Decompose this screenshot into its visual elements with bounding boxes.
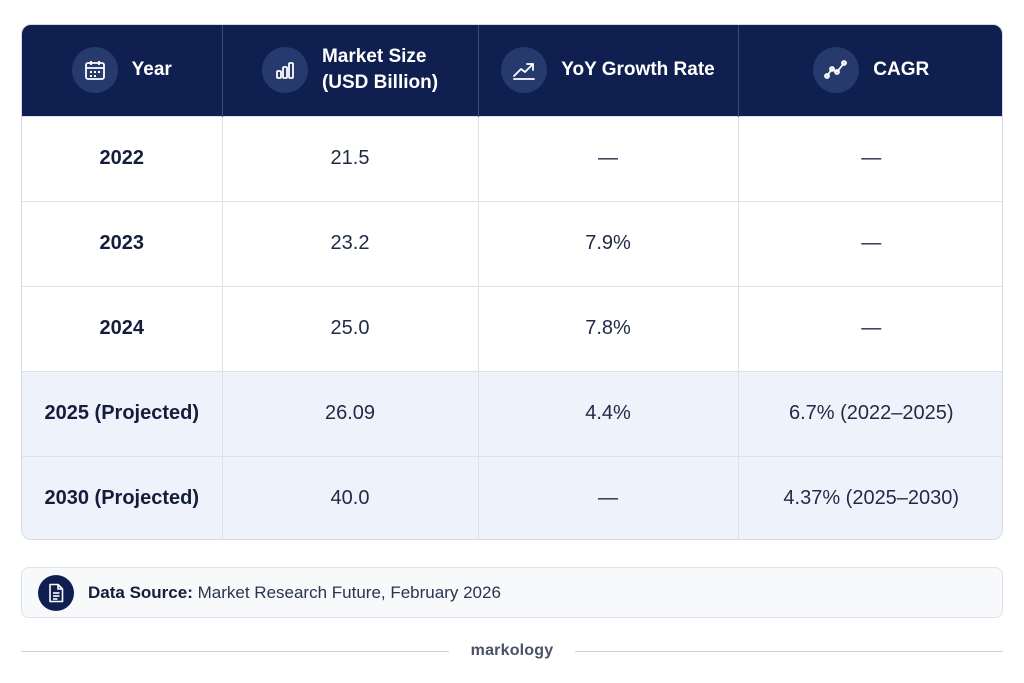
cell-yoy: 7.9%	[478, 200, 739, 286]
cell-year: 2030 (Projected)	[22, 455, 223, 539]
header-market-size: Market Size (USD Billion)	[222, 25, 479, 116]
header-year-label: Year	[131, 59, 172, 81]
footer-brand: markology	[470, 642, 554, 659]
footer-divider-right	[575, 650, 1003, 652]
cell-market-size: 25.0	[222, 285, 479, 371]
table-row: 2024 25.0 7.8% —	[22, 285, 1002, 371]
calendar-icon	[71, 47, 118, 94]
cell-year: 2023	[22, 200, 223, 286]
bar-chart-icon	[261, 47, 308, 94]
header-cagr-label: CAGR	[873, 59, 930, 81]
cell-cagr: —	[738, 285, 1002, 371]
table-row: 2025 (Projected) 26.09 4.4% 6.7% (2022–2025…	[22, 370, 1002, 456]
cell-cagr: —	[738, 200, 1002, 286]
cell-year: 2022	[22, 115, 223, 201]
cell-cagr: 6.7% (2022–2025)	[738, 370, 1002, 456]
cell-yoy: —	[478, 115, 739, 201]
line-chart-icon	[813, 47, 860, 94]
table-row: 2030 (Projected) 40.0—4.37% (2025–2030)	[22, 455, 1002, 539]
header-yoy: YoY Growth Rate	[478, 25, 739, 116]
data-source-value: Market Research Future, February 2026	[197, 582, 501, 602]
cell-yoy: 7.8%	[478, 285, 739, 371]
trend-up-icon	[501, 47, 548, 94]
table-header-row: Year Market S	[22, 25, 1002, 116]
cell-cagr: —	[738, 115, 1002, 201]
document-icon	[38, 574, 74, 611]
header-market-size-label-1: Market Size	[321, 46, 427, 68]
header-market-size-label-2: (USD Billion)	[321, 72, 439, 94]
cell-yoy: —	[478, 455, 739, 539]
data-source-box: Data Source: Market Research Future, Feb…	[21, 567, 1003, 618]
cell-year: 2025 (Projected)	[22, 370, 223, 456]
table-body: 2022 21.5— —2023 23.2 7.9% —2024 25.0 7.8% —2025…	[22, 115, 1002, 539]
cell-yoy: 4.4%	[478, 370, 739, 456]
cell-market-size: 23.2	[222, 200, 479, 286]
header-yoy-label: YoY Growth Rate	[561, 59, 715, 81]
market-table-card: Year Market S	[21, 24, 1003, 540]
cell-market-size: 21.5	[222, 115, 479, 201]
data-source-label: Data Source:	[88, 582, 193, 602]
cell-market-size: 40.0	[222, 455, 479, 539]
footer: markology	[21, 640, 1003, 662]
table-row: 2023 23.2 7.9% —	[22, 200, 1002, 286]
data-source-text: Data Source: Market Research Future, Feb…	[88, 583, 501, 603]
cell-year: 2024	[22, 285, 223, 371]
header-year: Year	[22, 25, 223, 116]
cell-market-size: 26.09	[222, 370, 479, 456]
header-cagr: CAGR	[738, 25, 1002, 116]
table-row: 2022 21.5— —	[22, 115, 1002, 201]
footer-divider-left	[21, 650, 449, 652]
cell-cagr: 4.37% (2025–2030)	[738, 455, 1002, 539]
market-table: Year Market S	[22, 25, 1002, 539]
